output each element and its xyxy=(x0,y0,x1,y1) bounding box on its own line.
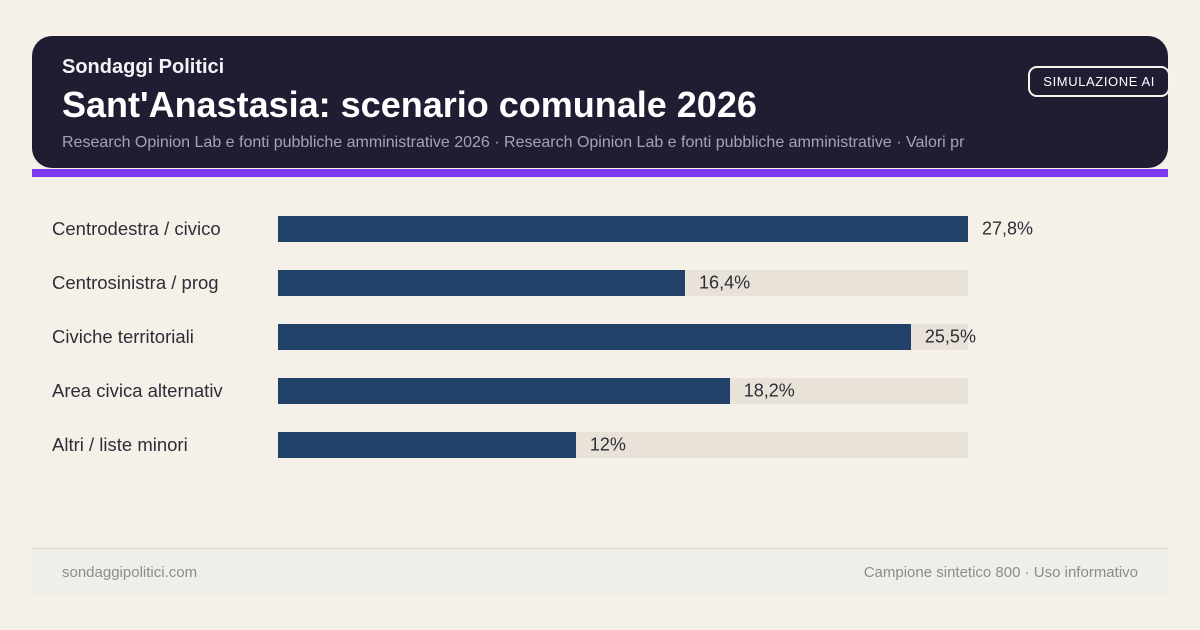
value-label: 27,8% xyxy=(982,218,1034,239)
bar-track: 12% xyxy=(278,432,968,458)
bar-track: 16,4% xyxy=(278,270,968,296)
header-kicker: Sondaggi Politici xyxy=(62,56,225,78)
page-title: Sant'Anastasia: scenario comunale 2026 xyxy=(62,85,757,125)
category-label: Area civica alternativ xyxy=(52,380,223,401)
footer-domain: sondaggipolitici.com xyxy=(62,564,198,581)
value-label: 16,4% xyxy=(699,272,751,293)
bar-fill xyxy=(278,378,730,404)
poll-bar-chart: Centrodestra / civico 27,8% Centrosinistra… xyxy=(0,216,1200,458)
footer-sample-note: Campione sintetico 800 · Uso informativo xyxy=(863,564,1138,581)
bar-track: 18,2% xyxy=(278,378,968,404)
ai-simulation-badge: SIMULAZIONE AI xyxy=(1028,66,1170,97)
header-subtitle: Research Opinion Lab e fonti pubbliche a… xyxy=(62,133,965,151)
chart-row: Area civica alternativ 18,2% xyxy=(52,378,1200,404)
chart-row: Altri / liste minori 12% xyxy=(52,432,1200,458)
bar-fill xyxy=(278,324,911,350)
bar-track: 27,8% xyxy=(278,216,1033,242)
category-label: Centrosinistra / prog xyxy=(52,272,219,293)
category-label: Civiche territoriali xyxy=(52,326,194,347)
bar-fill xyxy=(278,432,576,458)
value-label: 25,5% xyxy=(924,326,976,347)
header-card: Sondaggi Politici Sant'Anastasia: scenar… xyxy=(32,36,1168,168)
bar-fill xyxy=(278,270,686,296)
value-label: 18,2% xyxy=(743,380,795,401)
chart-row: Centrodestra / civico 27,8% xyxy=(52,216,1200,242)
category-label: Altri / liste minori xyxy=(52,434,188,455)
accent-divider xyxy=(32,169,1168,177)
category-label: Centrodestra / civico xyxy=(52,218,221,239)
chart-row: Civiche territoriali 25,5% xyxy=(52,324,1200,350)
bar-track: 25,5% xyxy=(278,324,976,350)
chart-row: Centrosinistra / prog 16,4% xyxy=(52,270,1200,296)
value-label: 12% xyxy=(589,434,626,455)
bar-fill xyxy=(278,216,968,242)
footer: sondaggipolitici.com Campione sintetico … xyxy=(32,548,1168,596)
